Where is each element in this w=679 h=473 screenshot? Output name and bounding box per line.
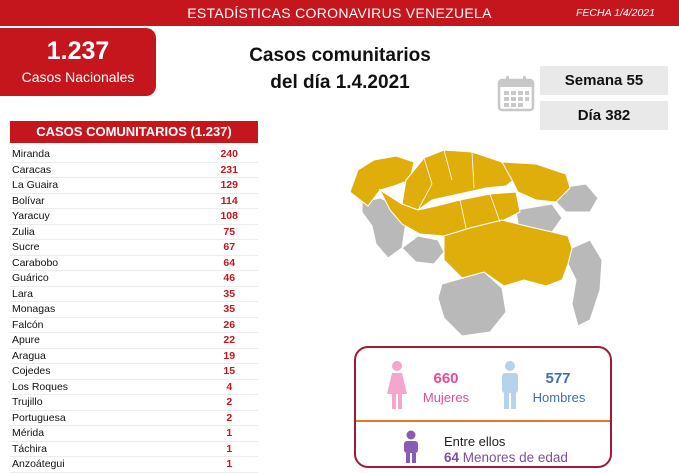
child-icon: [404, 430, 418, 463]
state-name: Cojedes: [12, 365, 51, 377]
state-name: Portuguesa: [12, 411, 66, 424]
state-name: Táchira: [12, 442, 48, 455]
state-name: La Guaira: [12, 179, 59, 191]
women-count: 660: [433, 370, 459, 387]
table-title: CASOS COMUNITARIOS (1.237): [10, 121, 258, 143]
table-row: Táchira 1: [10, 442, 258, 457]
state-name: Miranda: [12, 148, 50, 160]
state-name: Yaracuy: [12, 210, 50, 222]
state-cases: 108: [220, 210, 238, 222]
state-name: Aragua: [12, 349, 46, 362]
heading-line-1: Casos comunitarios: [249, 45, 431, 66]
state-cases: 1: [226, 427, 233, 439]
woman-icon: [387, 361, 407, 409]
state-cases: 129: [220, 179, 238, 191]
map-region-esequibo: [567, 239, 603, 327]
state-cases: 240: [220, 148, 238, 160]
venezuela-map: [349, 149, 603, 337]
state-name: Apure: [12, 334, 41, 346]
national-cases-box: 1.237 Casos Nacionales: [0, 28, 156, 96]
divider: [356, 420, 610, 422]
table-row: Trujillo 2: [10, 395, 258, 411]
man-icon: [502, 361, 518, 409]
state-cases: 22: [223, 334, 236, 346]
minors-count: 64: [444, 450, 460, 465]
table-row: Miranda 240: [10, 147, 258, 163]
gender-stats-box: 660 Mujeres 577 Hombres Entre ellos 64 M…: [354, 346, 612, 468]
map-region-falcon: [349, 155, 415, 207]
table-row: Portuguesa 2: [10, 411, 258, 426]
table-row: Lara 35: [10, 287, 258, 302]
men-count: 577: [545, 370, 571, 387]
state-name: Los Roques: [12, 380, 69, 393]
table-row: Mérida 1: [10, 426, 258, 442]
table-row: Yaracuy 108: [10, 209, 258, 225]
calendar-icon: [497, 76, 535, 112]
minors-text: 64 Menores de edad: [444, 450, 568, 465]
state-cases: 46: [223, 272, 236, 284]
state-cases: 67: [223, 241, 236, 253]
table-row: Los Roques 4: [10, 380, 258, 395]
state-cases-table: Miranda 240 Caracas 231 La Guaira 129 Bolív…: [10, 147, 258, 473]
state-name: Zulia: [12, 225, 35, 238]
table-row: Carabobo 64: [10, 256, 258, 271]
men-label: Hombres: [532, 390, 586, 405]
table-row: Aragua 19: [10, 349, 258, 364]
state-cases: 231: [220, 163, 238, 176]
table-row: Sucre 67: [10, 240, 258, 256]
map-region-andes: [401, 235, 445, 265]
state-cases: 26: [223, 318, 236, 331]
table-row: Bolívar 114: [10, 194, 258, 209]
national-cases-label: Casos Nacionales: [21, 69, 135, 85]
state-cases: 114: [220, 194, 238, 207]
state-cases: 2: [226, 411, 233, 424]
among-label: Entre ellos: [444, 434, 506, 449]
state-name: Monagas: [12, 303, 56, 315]
table-row: La Guaira 129: [10, 178, 258, 194]
state-name: Carabobo: [12, 256, 59, 269]
map-region-sucre-monagas: [501, 161, 571, 203]
table-row: Caracas 231: [10, 163, 258, 178]
state-name: Lara: [12, 287, 34, 300]
page-heading: Casos comunitarios del día 1.4.2021: [220, 42, 460, 96]
women-label: Mujeres: [422, 390, 470, 405]
report-title: ESTADÍSTICAS CORONAVIRUS VENEZUELA: [187, 5, 492, 21]
state-cases: 64: [223, 256, 236, 269]
map-region-amazonas: [437, 271, 507, 337]
map-region-bolivar: [443, 219, 573, 287]
day-label: Día 382: [540, 101, 668, 130]
table-row: Guárico 46: [10, 271, 258, 287]
state-name: Caracas: [12, 163, 52, 176]
top-banner: ESTADÍSTICAS CORONAVIRUS VENEZUELA FECHA…: [0, 0, 679, 26]
heading-line-2: del día 1.4.2021: [270, 72, 410, 93]
state-name: Falcón: [12, 318, 44, 331]
table-row: Anzoátegui 1: [10, 457, 258, 473]
state-name: Sucre: [12, 241, 40, 253]
table-row: Zulia 75: [10, 225, 258, 240]
state-cases: 19: [223, 349, 236, 362]
state-cases: 4: [226, 380, 233, 393]
state-name: Guárico: [12, 272, 49, 284]
report-date: FECHA 1/4/2021: [576, 7, 655, 19]
week-label: Semana 55: [540, 66, 668, 95]
state-cases: 1: [226, 458, 233, 470]
minors-label: Menores de edad: [462, 450, 568, 465]
state-name: Trujillo: [12, 396, 43, 408]
state-name: Bolívar: [12, 194, 45, 207]
state-cases: 2: [226, 396, 233, 408]
national-cases-count: 1.237: [46, 37, 110, 65]
table-row: Apure 22: [10, 333, 258, 349]
state-cases: 35: [223, 303, 236, 315]
table-row: Falcón 26: [10, 318, 258, 333]
map-region-center-north: [401, 149, 519, 211]
state-name: Anzoátegui: [12, 458, 65, 470]
state-cases: 35: [223, 287, 236, 300]
state-cases: 75: [223, 225, 236, 238]
state-cases: 15: [223, 365, 236, 377]
table-row: Monagas 35: [10, 302, 258, 318]
state-cases: 1: [226, 442, 233, 455]
table-row: Cojedes 15: [10, 364, 258, 380]
state-name: Mérida: [12, 427, 45, 439]
